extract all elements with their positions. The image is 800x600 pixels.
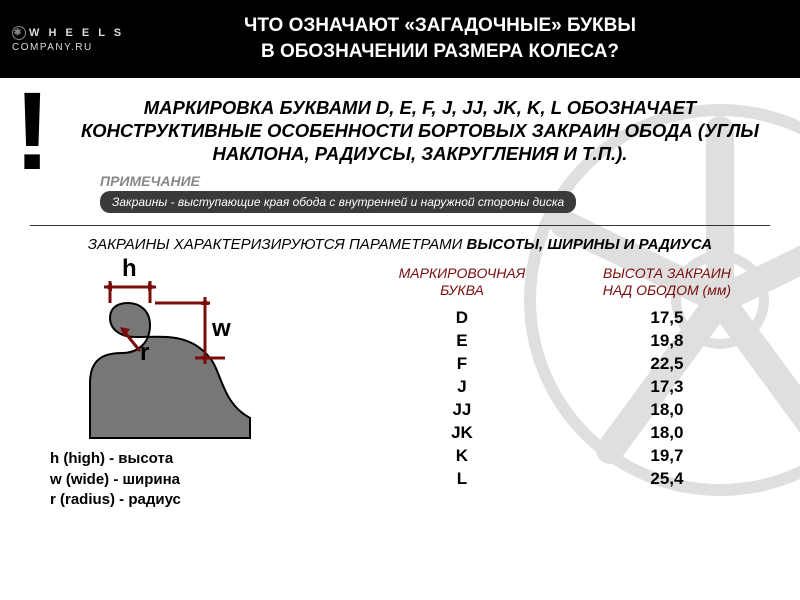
cell-letter: F bbox=[360, 353, 564, 376]
logo: ✱W H E E L S COMPANY.RU bbox=[0, 18, 140, 61]
cell-height: 18,0 bbox=[564, 399, 770, 422]
diagram-legend: h (high) - высота w (wide) - ширина r (r… bbox=[50, 449, 330, 510]
table-header-height: ВЫСОТА ЗАКРАИННАД ОБОДОМ (мм) bbox=[564, 263, 770, 307]
header-line-2: В ОБОЗНАЧЕНИИ РАЗМЕРА КОЛЕСА? bbox=[140, 39, 740, 65]
diagram-column: h w r h (high) - высота w (wide) - ширин… bbox=[50, 263, 330, 520]
table-column: МАРКИРОВОЧНАЯБУКВА ВЫСОТА ЗАКРАИННАД ОБО… bbox=[330, 263, 770, 520]
diagram-r-label: r bbox=[140, 339, 149, 367]
cell-height: 19,8 bbox=[564, 330, 770, 353]
table-header-letter: МАРКИРОВОЧНАЯБУКВА bbox=[360, 263, 564, 307]
rim-profile-diagram bbox=[50, 263, 290, 453]
diagram-w-label: w bbox=[212, 315, 231, 343]
sub-title-prefix: ЗАКРАИНЫ ХАРАКТЕРИЗИРУЮТСЯ ПАРАМЕТРАМИ bbox=[88, 236, 467, 253]
table-row: JK18,0 bbox=[360, 422, 770, 445]
cell-letter: L bbox=[360, 468, 564, 491]
legend-w: w (wide) - ширина bbox=[50, 470, 330, 490]
cell-height: 19,7 bbox=[564, 445, 770, 468]
main-description: МАРКИРОВКА БУКВАМИ D, E, F, J, JJ, JK, K… bbox=[0, 78, 800, 171]
table-row: JJ18,0 bbox=[360, 399, 770, 422]
cell-letter: JK bbox=[360, 422, 564, 445]
table-row: L25,4 bbox=[360, 468, 770, 491]
legend-r: r (radius) - радиус bbox=[50, 490, 330, 510]
diagram-h-label: h bbox=[122, 255, 137, 283]
header-line-1: ЧТО ОЗНАЧАЮТ «ЗАГАДОЧНЫЕ» БУКВЫ bbox=[140, 13, 740, 39]
cell-height: 25,4 bbox=[564, 468, 770, 491]
logo-text-1: W H E E L S bbox=[29, 26, 124, 38]
cell-letter: JJ bbox=[360, 399, 564, 422]
rim-letter-table: МАРКИРОВОЧНАЯБУКВА ВЫСОТА ЗАКРАИННАД ОБО… bbox=[360, 263, 770, 491]
sub-title-bold: ВЫСОТЫ, ШИРИНЫ И РАДИУСА bbox=[467, 236, 713, 253]
table-row: E19,8 bbox=[360, 330, 770, 353]
table-row: D17,5 bbox=[360, 307, 770, 330]
divider-line bbox=[30, 225, 770, 226]
sub-title: ЗАКРАИНЫ ХАРАКТЕРИЗИРУЮТСЯ ПАРАМЕТРАМИ В… bbox=[0, 232, 800, 263]
exclamation-icon: ! bbox=[14, 85, 51, 179]
note-text: Закраины - выступающие края обода с внут… bbox=[100, 191, 576, 213]
cell-height: 17,5 bbox=[564, 307, 770, 330]
wheel-logo-icon: ✱ bbox=[12, 26, 26, 40]
note-block: ПРИМЕЧАНИЕ Закраины - выступающие края о… bbox=[0, 171, 800, 221]
legend-h: h (high) - высота bbox=[50, 449, 330, 469]
cell-letter: E bbox=[360, 330, 564, 353]
cell-letter: J bbox=[360, 376, 564, 399]
cell-letter: K bbox=[360, 445, 564, 468]
table-row: J17,3 bbox=[360, 376, 770, 399]
cell-letter: D bbox=[360, 307, 564, 330]
table-row: K19,7 bbox=[360, 445, 770, 468]
cell-height: 18,0 bbox=[564, 422, 770, 445]
table-row: F22,5 bbox=[360, 353, 770, 376]
logo-text-2: COMPANY.RU bbox=[12, 42, 128, 53]
header-title: ЧТО ОЗНАЧАЮТ «ЗАГАДОЧНЫЕ» БУКВЫ В ОБОЗНА… bbox=[140, 13, 800, 64]
cell-height: 22,5 bbox=[564, 353, 770, 376]
note-label: ПРИМЕЧАНИЕ bbox=[100, 173, 760, 189]
header-bar: ✱W H E E L S COMPANY.RU ЧТО ОЗНАЧАЮТ «ЗА… bbox=[0, 0, 800, 78]
cell-height: 17,3 bbox=[564, 376, 770, 399]
